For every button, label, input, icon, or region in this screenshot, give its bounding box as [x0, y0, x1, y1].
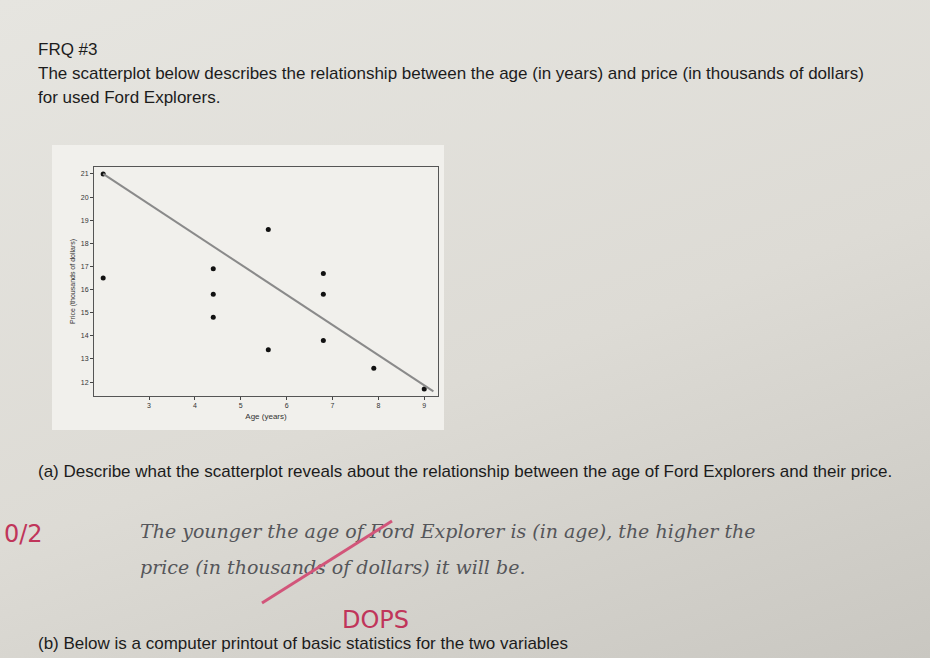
html-text:The younger the age of Ford Ex: The younger the age of Ford Explorer is …: [140, 520, 756, 542]
svg-text:17: 17: [81, 263, 89, 270]
svg-text:8: 8: [376, 402, 380, 409]
svg-text:15: 15: [81, 309, 89, 316]
html-text:0/2: 0/2: [4, 520, 43, 548]
svg-text:9: 9: [422, 402, 426, 409]
svg-text:14: 14: [81, 332, 89, 339]
svg-text:21: 21: [81, 170, 89, 177]
svg-text:19: 19: [81, 217, 89, 224]
svg-text:3: 3: [147, 402, 151, 409]
svg-text:7: 7: [331, 402, 335, 409]
svg-text:5: 5: [239, 402, 243, 409]
svg-text:Price (thousands of dollars): Price (thousands of dollars): [69, 239, 77, 324]
html-text:price (in thousands of dollars: price (in thousands of dollars) it will …: [140, 556, 526, 578]
html-text:(b) Below is a computer printo: (b) Below is a computer printout of basi…: [38, 634, 569, 653]
svg-text:6: 6: [285, 402, 289, 409]
svg-text:18: 18: [81, 240, 89, 247]
svg-text:Age (years): Age (years): [245, 412, 287, 421]
svg-text:20: 20: [81, 194, 89, 201]
svg-text:13: 13: [81, 355, 89, 362]
html-text:(a) Describe what the scatterp: (a) Describe what the scatterplot reveal…: [38, 462, 893, 481]
html-text:The scatterplot below describe: The scatterplot below describes the rela…: [38, 64, 864, 107]
html-text:DOPS: DOPS: [342, 606, 410, 634]
svg-text:12: 12: [81, 379, 89, 386]
svg-text:4: 4: [193, 402, 197, 409]
svg-text:16: 16: [81, 286, 89, 293]
html-text:FRQ #3: FRQ #3: [38, 40, 98, 59]
